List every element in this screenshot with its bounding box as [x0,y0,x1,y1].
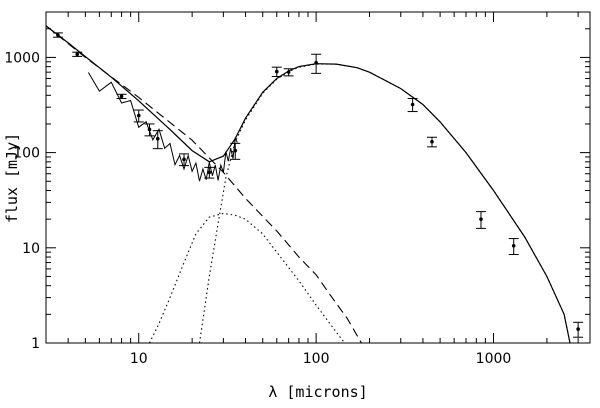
point-marker [75,52,80,57]
data-point [283,68,294,77]
x-tick-label: 100 [303,351,330,367]
point-marker [155,136,160,141]
total-model-curve [45,25,571,344]
data-point [204,166,215,179]
x-tick-label: 10 [130,351,148,367]
data-point [311,53,322,74]
point-marker [207,170,212,175]
y-tick-label: 1 [31,336,40,352]
power-law-component-curve [45,25,362,344]
data-point [407,98,418,113]
axis-ticks [45,11,590,344]
data-point [72,51,83,57]
point-marker [147,127,152,132]
data-point [426,136,437,148]
point-marker [314,60,318,65]
point-marker [56,33,60,37]
data-points [52,32,584,338]
data-point [573,321,584,338]
irs-spectrum-line [87,72,238,182]
cold-dust-component-curve [198,63,571,344]
data-point [475,211,486,229]
x-tick-label: 1000 [476,351,512,367]
data-point [133,109,144,123]
data-point [116,93,127,100]
point-marker [511,243,516,248]
point-marker [576,327,580,331]
plot-frame [45,11,591,344]
model-curves [45,25,571,344]
x-axis-label: λ [microns] [268,383,367,401]
point-marker [136,113,141,118]
point-marker [233,148,238,153]
point-marker [479,217,483,221]
data-point [230,142,241,160]
y-tick-label: 100 [13,146,40,162]
point-marker [286,70,291,74]
tick-labels: 10 100 1000 1 10 100 1000 [4,50,511,367]
data-point [52,32,63,38]
y-tick-label: 10 [22,241,40,257]
point-marker [274,69,279,74]
hot-dust-component-curve [149,212,346,344]
y-tick-label: 1000 [4,50,40,66]
point-marker [119,94,124,99]
data-point [508,238,519,256]
point-marker [430,139,434,144]
data-point [152,130,163,150]
y-axis-label: flux [mJy] [3,133,21,223]
data-point [271,66,282,78]
point-marker [182,157,186,162]
point-marker [410,102,415,107]
data-point [179,153,190,167]
data-point [144,123,155,137]
